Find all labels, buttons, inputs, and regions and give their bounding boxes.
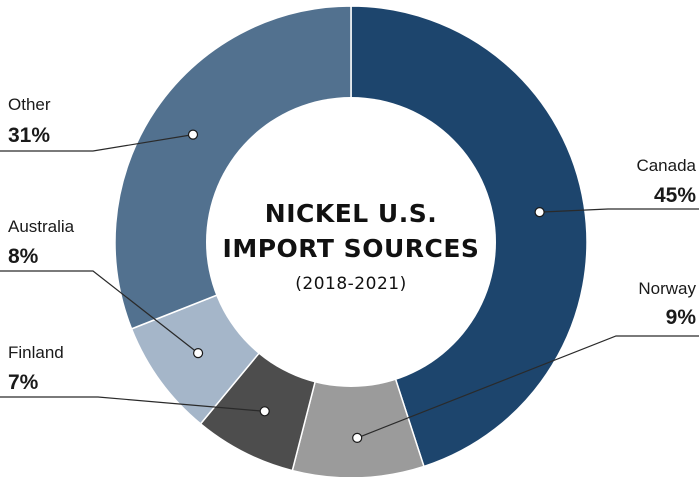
slice-value-other: 31% [8, 124, 50, 147]
slice-labels: Canada 45% Norway 9% Finland 7% Australia 8% Oth… [8, 95, 697, 394]
chart-title-line1: NICKEL U.S. [265, 199, 437, 228]
leader-dot-finland [259, 406, 270, 417]
slice-label-norway: Norway [638, 279, 696, 298]
leader-dot-australia [193, 348, 204, 359]
slice-label-finland: Finland [8, 343, 64, 362]
leader-dot-canada [534, 207, 545, 218]
slice-label-canada: Canada [636, 156, 696, 175]
slice-value-canada: 45% [654, 184, 696, 207]
chart-title-line2: IMPORT SOURCES [223, 234, 480, 263]
leader-line-other [0, 134, 194, 152]
leader-line-canada [539, 208, 699, 213]
leader-dot-other [187, 129, 199, 140]
slice-value-australia: 8% [8, 245, 39, 268]
slice-label-australia: Australia [8, 217, 75, 236]
donut-hole [206, 97, 496, 387]
leader-line-australia [0, 270, 199, 354]
leader-line-finland [0, 396, 265, 412]
slice-label-other: Other [8, 95, 51, 114]
slice-value-finland: 7% [8, 371, 39, 394]
leader-line-norway [356, 335, 699, 439]
leader-dot-norway [352, 432, 363, 443]
leader-lines [0, 129, 699, 443]
slice-value-norway: 9% [666, 306, 697, 329]
chart-subtitle: (2018-2021) [295, 274, 406, 294]
